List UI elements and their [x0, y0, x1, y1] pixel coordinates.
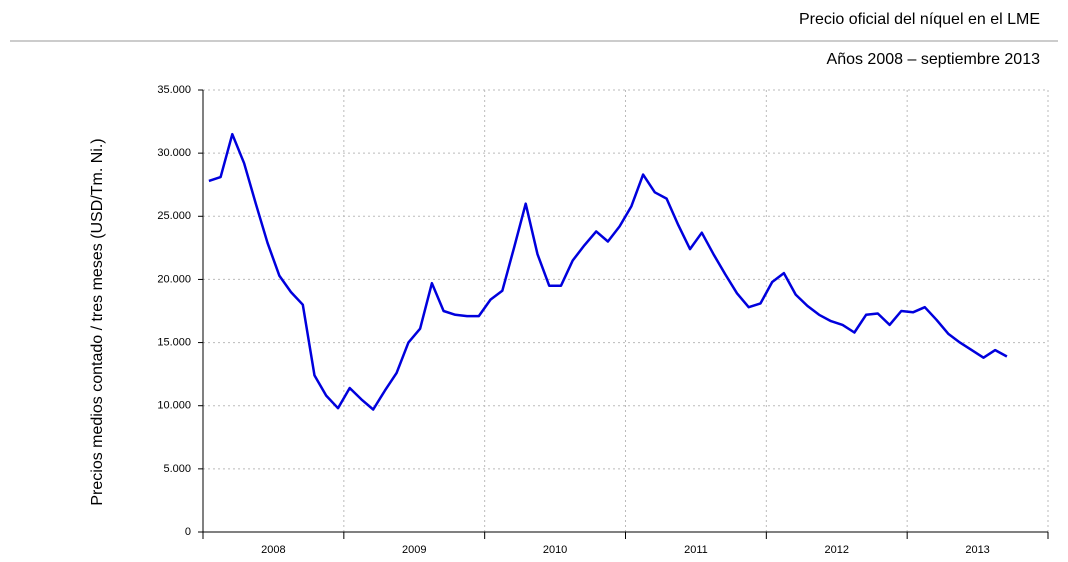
- x-tick-label: 2010: [543, 544, 567, 556]
- price-line: [208, 132, 1008, 411]
- x-tick-label: 2011: [684, 544, 708, 556]
- y-axis-label: Precios medios contado / tres meses (USD…: [89, 138, 106, 505]
- x-tick-label: 2008: [261, 544, 285, 556]
- x-tick-label: 2012: [825, 544, 849, 556]
- y-tick-label: 20.000: [157, 273, 191, 285]
- y-tick-label: 25.000: [157, 210, 191, 222]
- chart-subtitle: Años 2008 – septiembre 2013: [827, 51, 1041, 68]
- x-tick-label: 2009: [402, 544, 426, 556]
- y-tick-label: 0: [185, 526, 191, 538]
- x-tick-label: 2013: [965, 544, 989, 556]
- chart-title: Precio oficial del níquel en el LME: [799, 11, 1040, 28]
- y-tick-label: 5.000: [163, 463, 191, 475]
- y-tick-label: 10.000: [157, 400, 191, 412]
- y-tick-label: 35.000: [157, 84, 191, 96]
- y-tick-label: 15.000: [157, 336, 191, 348]
- y-tick-label: 30.000: [157, 147, 191, 159]
